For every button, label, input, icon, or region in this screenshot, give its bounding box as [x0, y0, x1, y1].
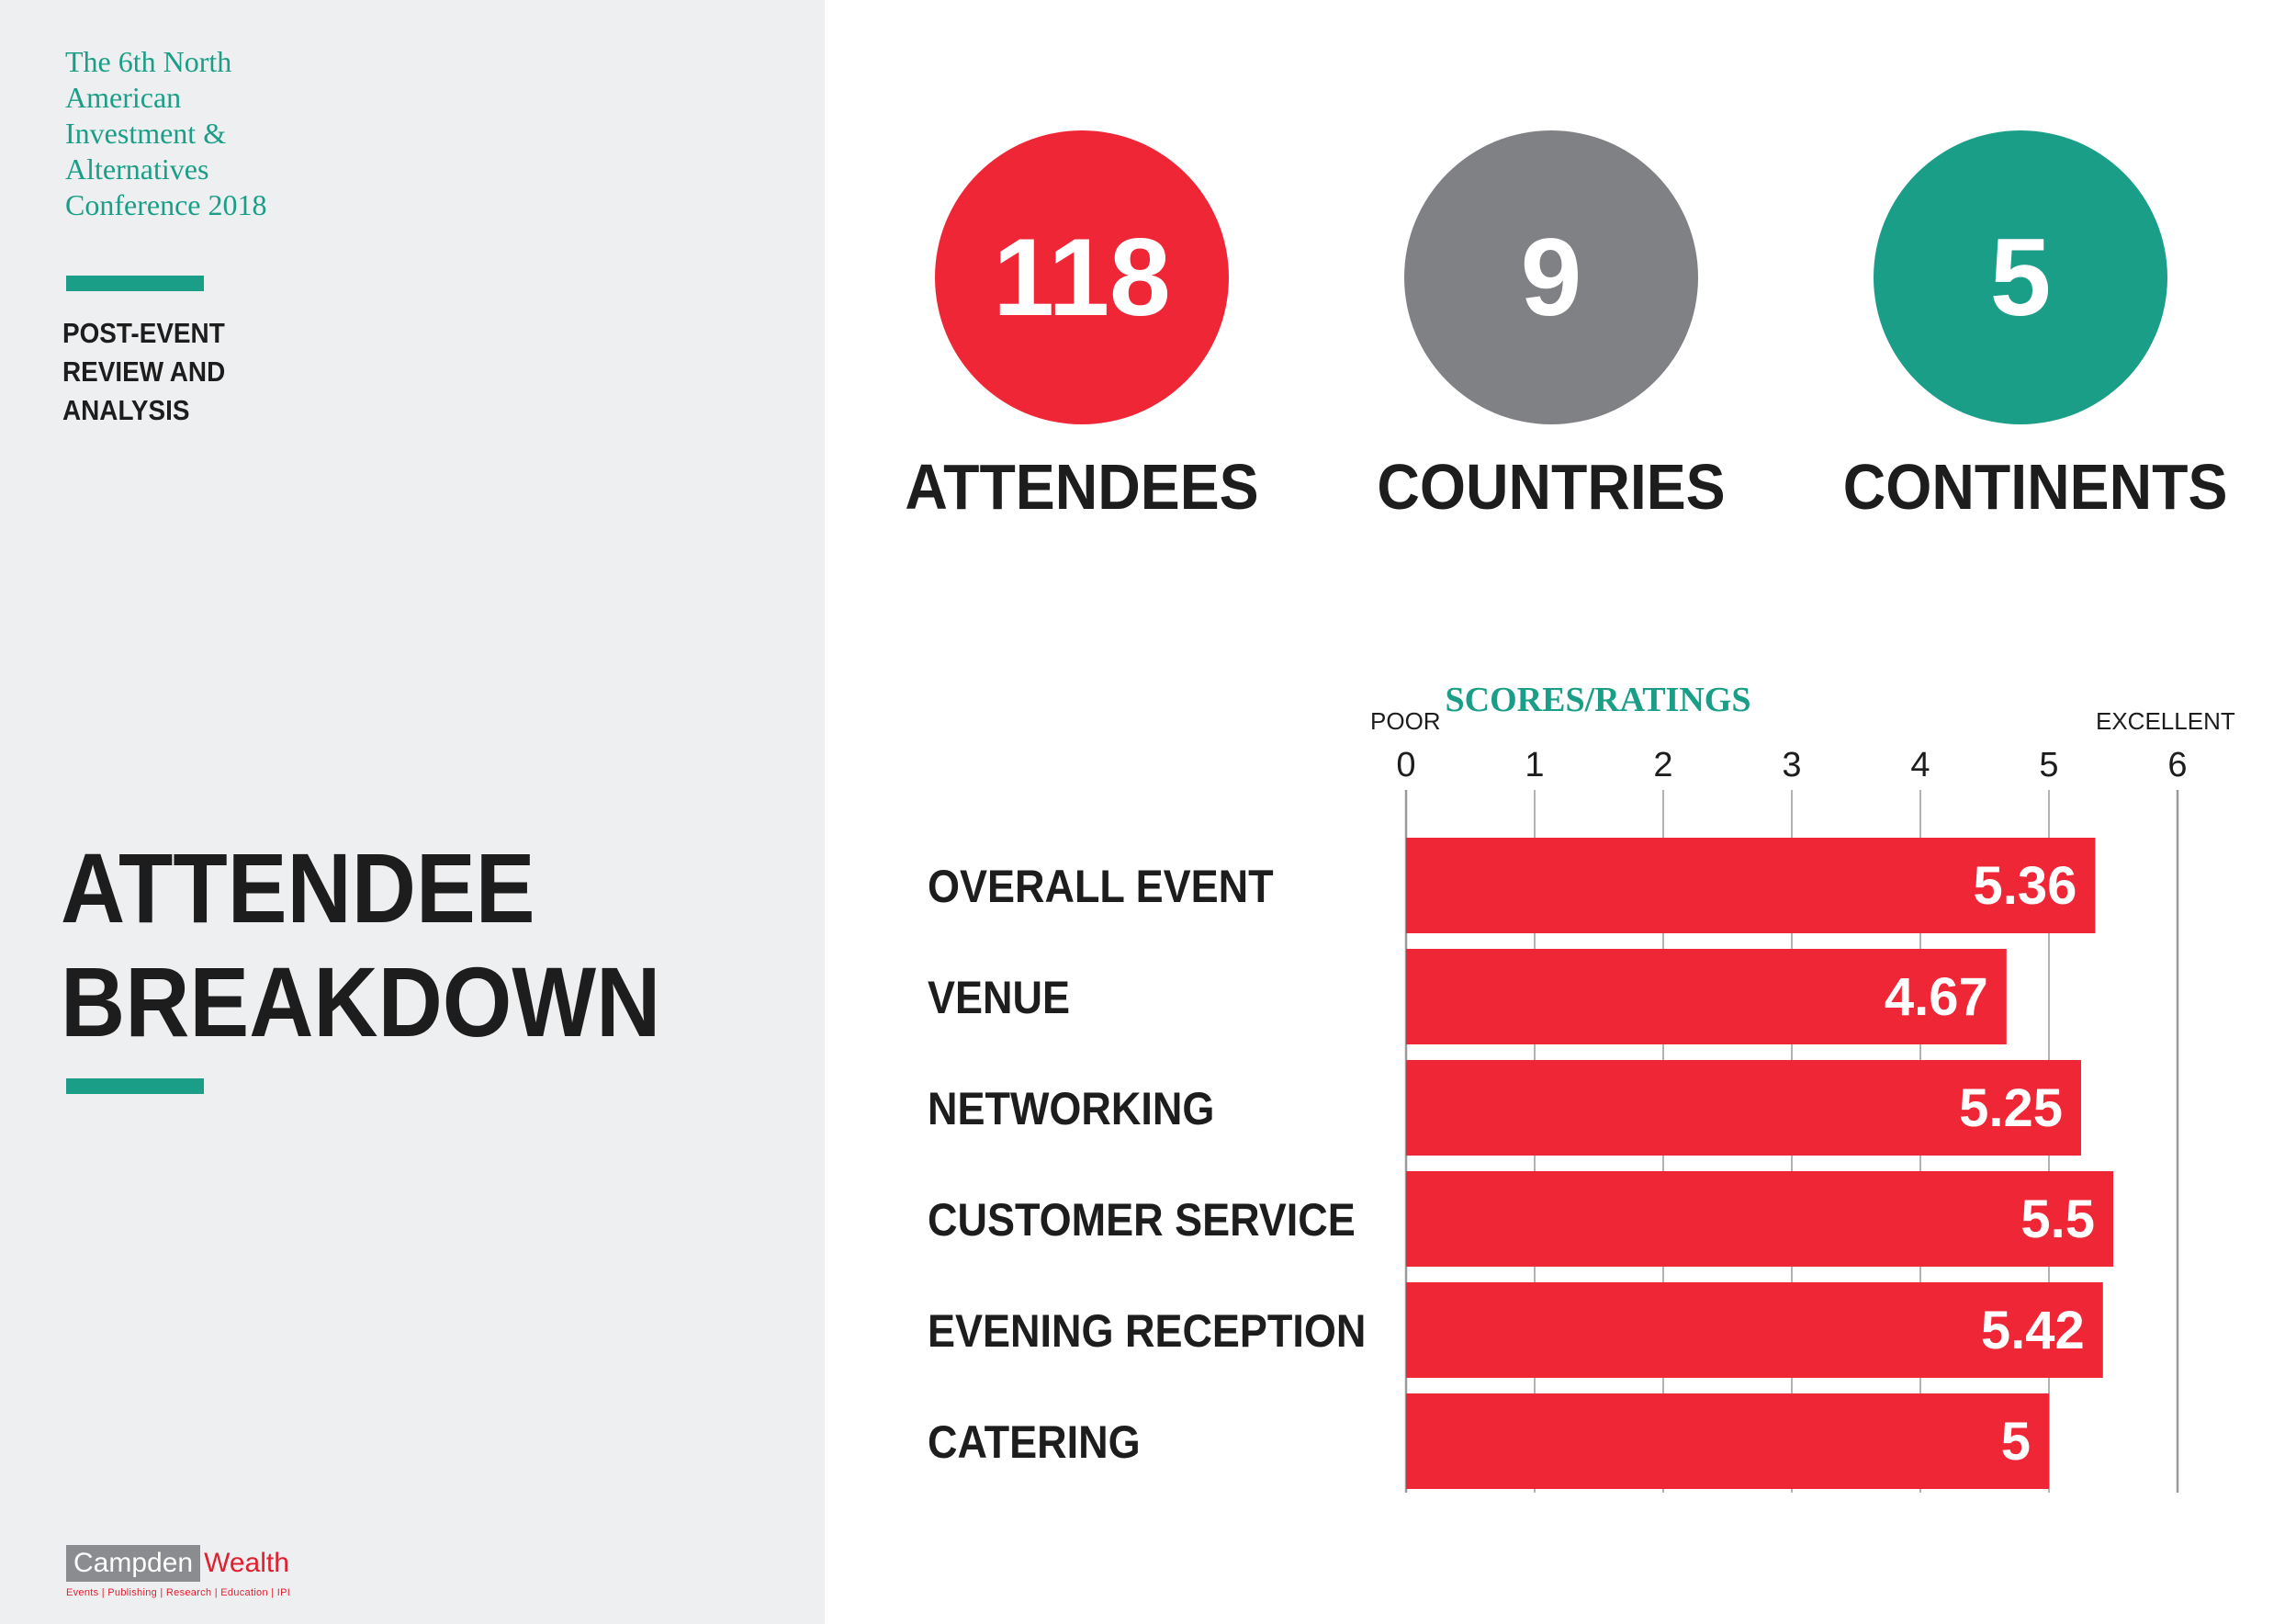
data-label: 5.42: [1981, 1301, 2085, 1360]
sidebar: The 6th North American Investment & Alte…: [0, 0, 825, 1624]
logo-tagline: Events | Publishing | Research | Educati…: [66, 1587, 291, 1598]
bar: [1406, 949, 2007, 1044]
accent-divider-bottom: [66, 1078, 204, 1094]
stat-countries-label: COUNTRIES: [1377, 451, 1726, 523]
x-tick-label: 3: [1782, 746, 1801, 784]
page-heading: ATTENDEE BREAKDOWN: [61, 832, 661, 1057]
axis-high-label: EXCELLENT: [2096, 707, 2235, 735]
x-tick-label: 5: [2039, 746, 2058, 784]
data-label: 5.36: [1974, 856, 2077, 916]
x-tick-label: 1: [1525, 746, 1544, 784]
category-label: CUSTOMER SERVICE: [928, 1195, 1356, 1246]
x-tick-label: 0: [1396, 746, 1415, 784]
category-label: EVENING RECEPTION: [928, 1306, 1366, 1358]
accent-divider-top: [66, 276, 204, 291]
report-subtitle: POST-EVENT REVIEW AND ANALYSIS: [62, 317, 226, 426]
data-label: 5.25: [1959, 1078, 2063, 1138]
stat-attendees-circle: 118: [935, 130, 1229, 424]
ratings-bar-chart: 0 1 2 3 4 5 6 OVERALL EVENT 5.36 VENUE 4.67 NETWORK…: [928, 746, 2188, 1493]
stat-attendees-value: 118: [993, 216, 1171, 339]
stat-continents-circle: 5: [1874, 130, 2167, 424]
category-label: NETWORKING: [928, 1084, 1214, 1135]
logo-campden: Campden: [66, 1545, 201, 1582]
stat-attendees: 118 ATTENDEES: [889, 130, 1275, 524]
conference-title: The 6th North American Investment & Alte…: [65, 45, 267, 221]
bar: [1406, 1282, 2103, 1378]
axis-low-label: POOR: [1370, 707, 1441, 735]
bar: [1406, 838, 2096, 933]
data-label: 4.67: [1885, 967, 1988, 1027]
stat-continents: 5 CONTINENTS: [1828, 130, 2228, 524]
x-tick-label: 2: [1653, 746, 1672, 784]
campden-wealth-logo: Campden Wealth Events | Publishing | Rese…: [66, 1545, 290, 1598]
stat-continents-label: CONTINENTS: [1842, 451, 2228, 523]
chart-title: SCORES/RATINGS: [1445, 681, 1751, 719]
stat-countries-value: 9: [1520, 216, 1582, 339]
stat-countries: 9 COUNTRIES: [1358, 130, 1744, 524]
stat-attendees-label: ATTENDEES: [905, 451, 1259, 523]
stat-countries-circle: 9: [1404, 130, 1698, 424]
data-label: 5.5: [2020, 1190, 2095, 1249]
stat-continents-value: 5: [1989, 216, 2052, 339]
category-label: VENUE: [928, 973, 1070, 1024]
bar: [1406, 1171, 2113, 1267]
category-label: CATERING: [928, 1417, 1141, 1469]
logo-wealth: Wealth: [204, 1548, 289, 1578]
category-label: OVERALL EVENT: [928, 862, 1274, 913]
data-label: 5: [2001, 1412, 2031, 1472]
x-tick-label: 4: [1910, 746, 1930, 784]
bar: [1406, 1393, 2049, 1489]
bar: [1406, 1060, 2081, 1156]
x-tick-label: 6: [2167, 746, 2187, 784]
